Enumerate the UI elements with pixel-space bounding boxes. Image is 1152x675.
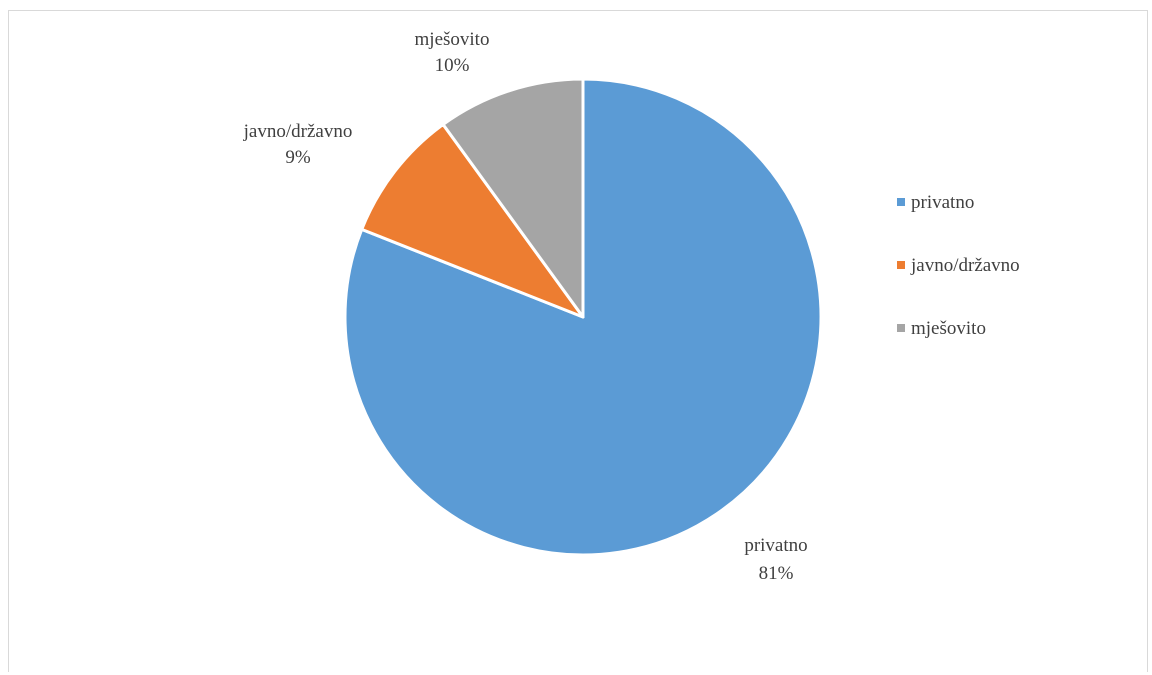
- data-label-name: mješovito: [415, 29, 490, 50]
- data-label-percent: 81%: [759, 563, 794, 584]
- legend-swatch: [897, 261, 905, 269]
- legend-label: mješovito: [911, 318, 986, 339]
- pie-slices: [343, 77, 823, 557]
- legend-swatch: [897, 198, 905, 206]
- pie-slice-0: [343, 77, 823, 557]
- data-label-name: javno/državno: [243, 121, 353, 142]
- legend-swatch: [897, 324, 905, 332]
- pie-slice-1: [360, 122, 585, 319]
- legend-label: privatno: [911, 192, 974, 213]
- data-label-name: privatno: [744, 535, 807, 556]
- data-label-percent: 9%: [285, 147, 311, 168]
- data-label-percent: 10%: [435, 55, 470, 76]
- legend: privatno javno/državno mješovito: [897, 192, 1020, 339]
- legend-label: javno/državno: [910, 255, 1020, 276]
- pie-slice-2: [441, 77, 585, 319]
- data-labels: privatno 81% javno/državno 9% mješovito 10%: [243, 29, 808, 584]
